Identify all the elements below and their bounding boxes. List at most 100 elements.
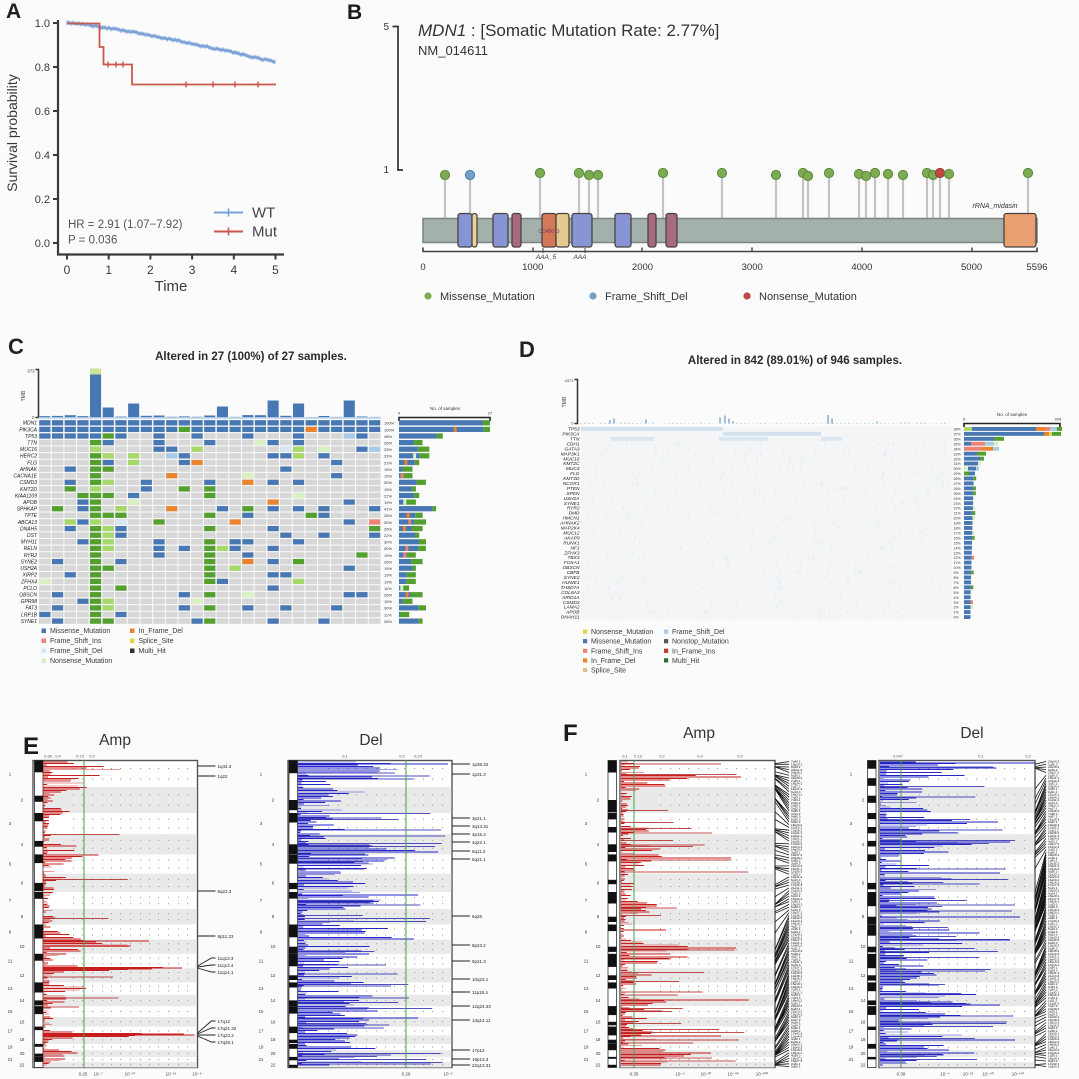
svg-text:4q37.2: 4q37.2 bbox=[1048, 815, 1058, 819]
svg-text:11q42.2: 11q42.2 bbox=[1048, 798, 1059, 802]
svg-text:928: 928 bbox=[1055, 417, 1062, 422]
svg-text:9q35.1: 9q35.1 bbox=[791, 809, 801, 813]
svg-text:19q32.2: 19q32.2 bbox=[791, 916, 802, 920]
svg-text:0: 0 bbox=[32, 415, 35, 420]
svg-text:2q33.2: 2q33.2 bbox=[791, 801, 801, 805]
svg-text:17q17.3: 17q17.3 bbox=[1048, 883, 1059, 887]
svg-text:TTN: TTN bbox=[27, 441, 37, 447]
svg-text:RELN: RELN bbox=[24, 546, 38, 552]
svg-text:FLG: FLG bbox=[570, 471, 580, 477]
svg-text:21q28.3: 21q28.3 bbox=[1048, 817, 1059, 821]
svg-text:B: B bbox=[347, 1, 362, 24]
svg-text:2q16.1: 2q16.1 bbox=[791, 927, 801, 931]
svg-text:14q31.1: 14q31.1 bbox=[791, 960, 802, 964]
svg-text:10⁻⁴⁰: 10⁻⁴⁰ bbox=[727, 1072, 738, 1077]
svg-text:18q20.1: 18q20.1 bbox=[1048, 911, 1059, 915]
svg-text:MUC16: MUC16 bbox=[20, 447, 37, 453]
svg-text:19q19.1: 19q19.1 bbox=[791, 762, 802, 766]
svg-text:TBX3: TBX3 bbox=[568, 555, 580, 561]
svg-text:GATA3: GATA3 bbox=[564, 446, 579, 452]
svg-text:0.2: 0.2 bbox=[399, 754, 405, 759]
svg-text:9q13.1: 9q13.1 bbox=[791, 894, 801, 898]
svg-text:HR = 2.91 (1.07−7.92): HR = 2.91 (1.07−7.92) bbox=[68, 219, 183, 231]
svg-text:26%: 26% bbox=[384, 619, 392, 624]
svg-text:15: 15 bbox=[849, 1009, 854, 1014]
svg-text:In_Frame_Del: In_Frame_Del bbox=[139, 628, 184, 635]
svg-text:18: 18 bbox=[861, 1037, 866, 1042]
svg-text:Altered in 842 (89.01%) of 946: Altered in 842 (89.01%) of 946 samples. bbox=[688, 355, 902, 367]
svg-text:22q13.2: 22q13.2 bbox=[791, 1010, 802, 1014]
svg-text:PTEN: PTEN bbox=[567, 486, 580, 492]
svg-text:10⁻²⁰: 10⁻²⁰ bbox=[701, 1072, 712, 1077]
svg-text:11: 11 bbox=[8, 959, 13, 964]
svg-text:19%: 19% bbox=[384, 553, 392, 558]
svg-text:3: 3 bbox=[850, 821, 853, 826]
svg-text:0.1: 0.1 bbox=[622, 754, 628, 759]
svg-text:7q29.1: 7q29.1 bbox=[791, 988, 801, 992]
svg-text:6q33.1: 6q33.1 bbox=[791, 1007, 801, 1011]
svg-text:33%: 33% bbox=[384, 454, 392, 459]
svg-text:9q28.2: 9q28.2 bbox=[791, 1029, 801, 1033]
svg-text:4q28.1: 4q28.1 bbox=[791, 1037, 801, 1041]
svg-text:19q28.1: 19q28.1 bbox=[1048, 900, 1059, 904]
svg-text:7q29.1: 7q29.1 bbox=[791, 795, 801, 799]
svg-text:0.13: 0.13 bbox=[634, 754, 643, 759]
svg-text:4q22.2: 4q22.2 bbox=[1048, 839, 1058, 843]
svg-text:FOXA1: FOXA1 bbox=[564, 560, 580, 566]
svg-text:19%: 19% bbox=[384, 573, 392, 578]
svg-text:14q30.3: 14q30.3 bbox=[1048, 1015, 1059, 1019]
svg-text:37%: 37% bbox=[954, 433, 962, 437]
svg-text:1: 1 bbox=[585, 771, 588, 776]
svg-text:7q40.2: 7q40.2 bbox=[791, 760, 801, 764]
svg-text:17p12: 17p12 bbox=[472, 1048, 485, 1053]
svg-text:22: 22 bbox=[861, 1062, 866, 1067]
svg-text:21: 21 bbox=[8, 1057, 13, 1062]
svg-text:CACNA1E: CACNA1E bbox=[13, 474, 37, 480]
svg-text:18q37.2: 18q37.2 bbox=[791, 853, 802, 857]
svg-text:13: 13 bbox=[849, 986, 854, 991]
svg-text:2000: 2000 bbox=[632, 262, 653, 273]
svg-text:0.4: 0.4 bbox=[697, 754, 703, 759]
svg-text:21: 21 bbox=[259, 1057, 264, 1062]
svg-text:SYNE1: SYNE1 bbox=[21, 619, 38, 625]
svg-text:24%: 24% bbox=[954, 497, 962, 501]
svg-text:22q13.31: 22q13.31 bbox=[472, 1063, 491, 1068]
svg-text:AAA: AAA bbox=[572, 254, 586, 261]
svg-text:12q28.2: 12q28.2 bbox=[1048, 944, 1059, 948]
svg-text:6: 6 bbox=[21, 880, 24, 885]
svg-text:KMT2D: KMT2D bbox=[20, 487, 37, 493]
svg-text:12q24.3: 12q24.3 bbox=[1048, 1065, 1059, 1069]
svg-text:LRP1B: LRP1B bbox=[21, 612, 38, 618]
svg-text:8q18.2: 8q18.2 bbox=[791, 1040, 801, 1044]
svg-text:0.2: 0.2 bbox=[659, 754, 665, 759]
svg-text:0: 0 bbox=[64, 263, 71, 277]
svg-text:4q14.2: 4q14.2 bbox=[1048, 892, 1058, 896]
svg-text:12: 12 bbox=[861, 973, 866, 978]
svg-text:COL6A3: COL6A3 bbox=[561, 590, 580, 596]
svg-text:Mut: Mut bbox=[252, 224, 278, 241]
svg-text:Multi_Hit: Multi_Hit bbox=[672, 658, 699, 665]
svg-text:17q37.2: 17q37.2 bbox=[791, 966, 802, 970]
svg-text:3%: 3% bbox=[954, 601, 960, 605]
svg-text:18: 18 bbox=[271, 1037, 276, 1042]
svg-text:14q19.1: 14q19.1 bbox=[791, 919, 802, 923]
svg-text:17q42.3: 17q42.3 bbox=[791, 1032, 802, 1036]
svg-text:Time: Time bbox=[155, 278, 188, 295]
svg-text:5: 5 bbox=[850, 862, 853, 867]
svg-text:2q15.3: 2q15.3 bbox=[1048, 848, 1058, 852]
svg-text:21q13.3: 21q13.3 bbox=[1048, 974, 1059, 978]
svg-text:6q24.3: 6q24.3 bbox=[1048, 985, 1058, 989]
svg-text:PCLO: PCLO bbox=[23, 586, 37, 592]
svg-text:9: 9 bbox=[850, 930, 853, 935]
svg-text:ZFHX4: ZFHX4 bbox=[20, 579, 37, 585]
svg-text:1q39.2: 1q39.2 bbox=[791, 979, 801, 983]
svg-text:18q16.2: 18q16.2 bbox=[1048, 993, 1059, 997]
svg-text:20q21.2: 20q21.2 bbox=[791, 768, 802, 772]
svg-text:3: 3 bbox=[585, 821, 588, 826]
svg-text:Multi_Hit: Multi_Hit bbox=[139, 648, 166, 655]
svg-text:0.9: 0.9 bbox=[89, 754, 95, 759]
svg-text:5q14.1: 5q14.1 bbox=[1048, 886, 1058, 890]
svg-text:5q11.2: 5q11.2 bbox=[472, 849, 486, 854]
svg-text:17: 17 bbox=[849, 1029, 854, 1034]
svg-text:35%: 35% bbox=[954, 442, 962, 446]
